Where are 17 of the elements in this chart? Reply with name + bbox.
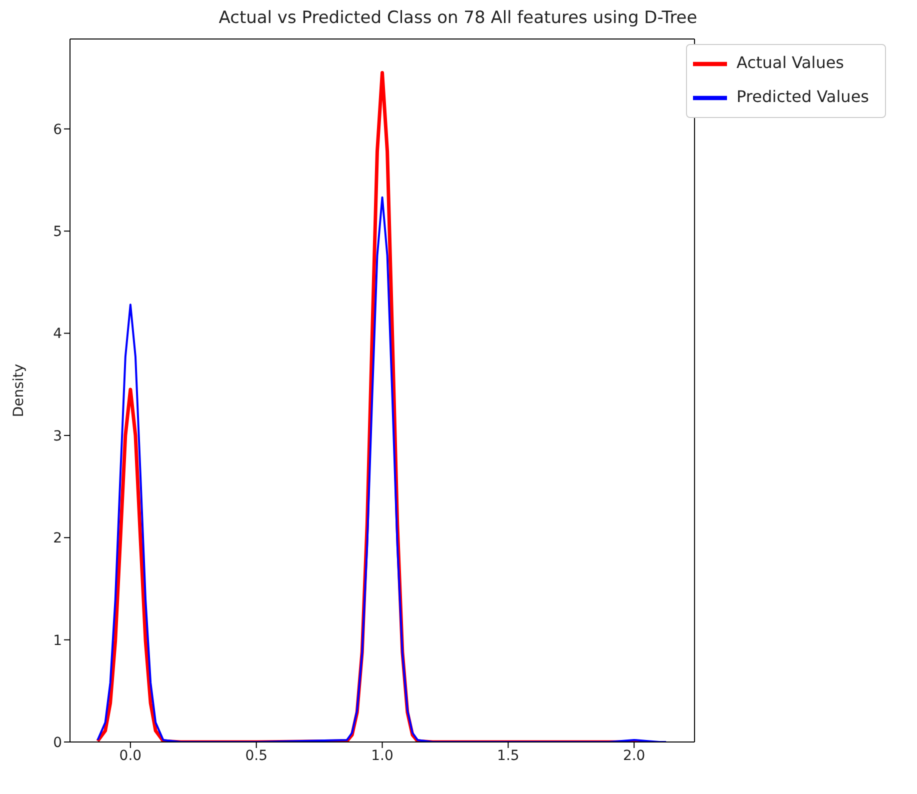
y-axis-title: Density <box>10 364 27 418</box>
y-tick-label: 5 <box>53 224 62 240</box>
x-tick-label: 0.5 <box>245 748 268 764</box>
legend-label: Actual Values <box>736 53 844 72</box>
y-tick-label: 6 <box>53 122 62 138</box>
x-tick-label: 0.0 <box>119 748 142 764</box>
line-series <box>96 196 668 742</box>
y-tick-label: 3 <box>53 428 62 444</box>
legend-label: Predicted Values <box>736 87 869 106</box>
chart-title: Actual vs Predicted Class on 78 All features using D-Tree <box>218 8 698 30</box>
y-tick-label: 1 <box>53 632 62 649</box>
y-tick-label: 2 <box>53 530 62 547</box>
y-tick-label: 0 <box>53 734 62 751</box>
x-tick-label: 1.5 <box>497 748 520 764</box>
x-tick-label: 1.0 <box>371 748 394 764</box>
x-tick-label: 2.0 <box>622 748 646 764</box>
y-tick-label: 4 <box>53 326 62 342</box>
